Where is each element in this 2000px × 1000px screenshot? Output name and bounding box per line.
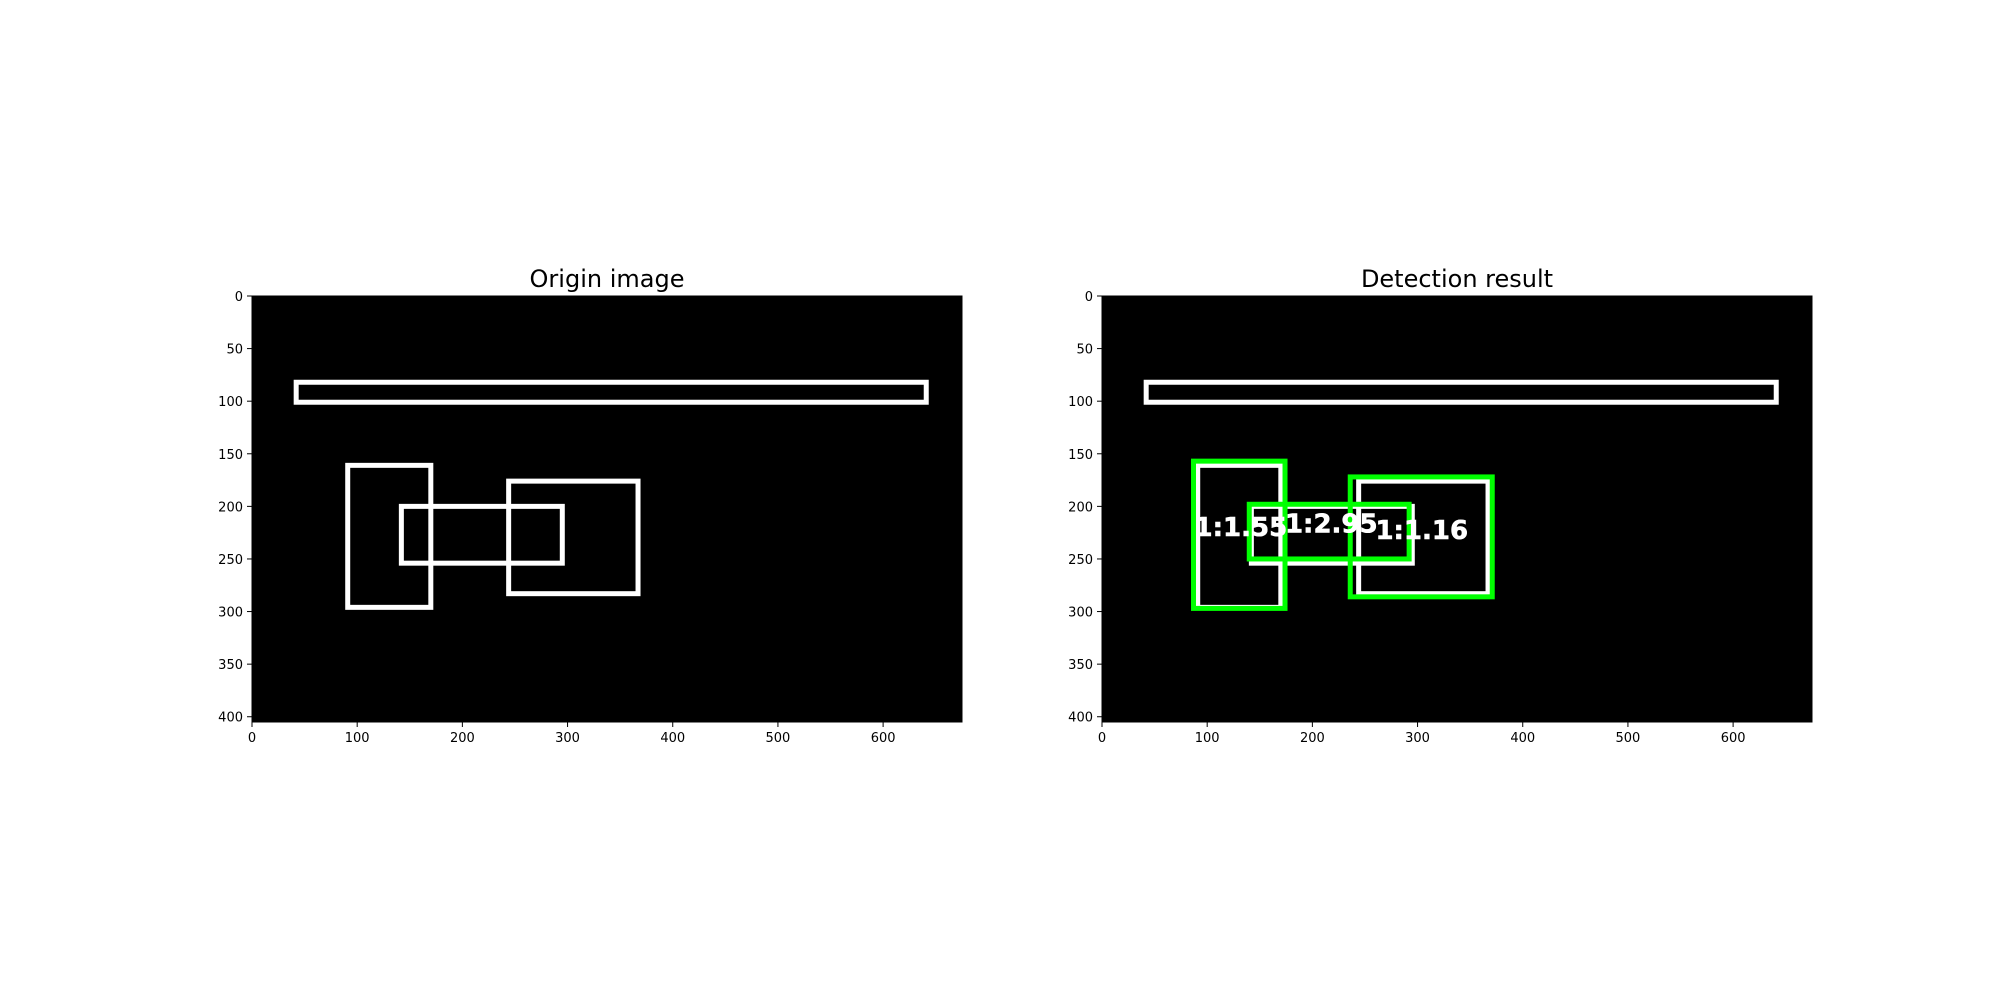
x-tick-label: 300 — [555, 731, 580, 746]
detection-box — [1246, 501, 1412, 562]
axes-frame — [1101, 295, 1813, 723]
detection-label: 1:1.16 — [1375, 516, 1468, 546]
x-tick-label: 500 — [1616, 731, 1641, 746]
y-tick-label: 250 — [218, 553, 243, 568]
outline-rectangle — [1143, 379, 1779, 405]
detection-box — [1347, 474, 1495, 600]
x-tick-label: 600 — [871, 731, 896, 746]
y-tick-label: 400 — [218, 711, 243, 726]
x-tick-label: 400 — [1510, 731, 1535, 746]
outline-rectangle — [345, 462, 434, 610]
y-tick-label: 300 — [1068, 606, 1093, 621]
y-tick-label: 300 — [218, 606, 243, 621]
y-tick-label: 150 — [1068, 448, 1093, 463]
image-background — [252, 296, 962, 722]
y-tick-label: 350 — [218, 658, 243, 673]
x-tick-label: 500 — [766, 731, 791, 746]
x-tick-label: 600 — [1721, 731, 1746, 746]
outline-rectangle — [506, 478, 641, 597]
x-tick-label: 0 — [1098, 731, 1106, 746]
detection-label: 1:1.55 — [1195, 513, 1288, 543]
y-tick-label: 250 — [1068, 553, 1093, 568]
y-tick-label: 100 — [218, 395, 243, 410]
y-tick-label: 200 — [1068, 500, 1093, 515]
origin-image-panel: 0 100 200 300 400 500 600 0 50 100 150 200 250 300 350… — [218, 265, 963, 746]
y-tick-label: 200 — [218, 500, 243, 515]
x-tick-label: 0 — [248, 731, 256, 746]
x-tick-label: 100 — [1195, 731, 1220, 746]
panel-title: Origin image — [530, 265, 685, 293]
y-tick-label: 50 — [226, 343, 243, 358]
x-tick-label: 100 — [345, 731, 370, 746]
panel-title: Detection result — [1361, 265, 1553, 293]
y-tick-label: 0 — [235, 290, 243, 305]
x-tick-label: 200 — [1300, 731, 1325, 746]
x-tick-label: 400 — [660, 731, 685, 746]
detection-label: 1:2.95 — [1285, 510, 1378, 540]
x-tick-label: 300 — [1405, 731, 1430, 746]
image-background — [1102, 296, 1812, 722]
outline-rectangle — [398, 503, 565, 566]
y-tick-label: 150 — [218, 448, 243, 463]
outline-rectangle — [1356, 478, 1491, 597]
detection-result-panel: 1:1.551:2.951:1.16 0 100 200 300 400 500 600 0 50… — [1068, 265, 1813, 746]
y-tick-label: 50 — [1076, 343, 1093, 358]
y-tick-label: 400 — [1068, 711, 1093, 726]
axes-frame — [251, 295, 963, 723]
outline-rectangle — [293, 379, 929, 405]
detection-box — [1191, 458, 1288, 611]
x-tick-label: 200 — [450, 731, 475, 746]
y-tick-label: 100 — [1068, 395, 1093, 410]
y-tick-label: 0 — [1085, 290, 1093, 305]
y-tick-label: 350 — [1068, 658, 1093, 673]
